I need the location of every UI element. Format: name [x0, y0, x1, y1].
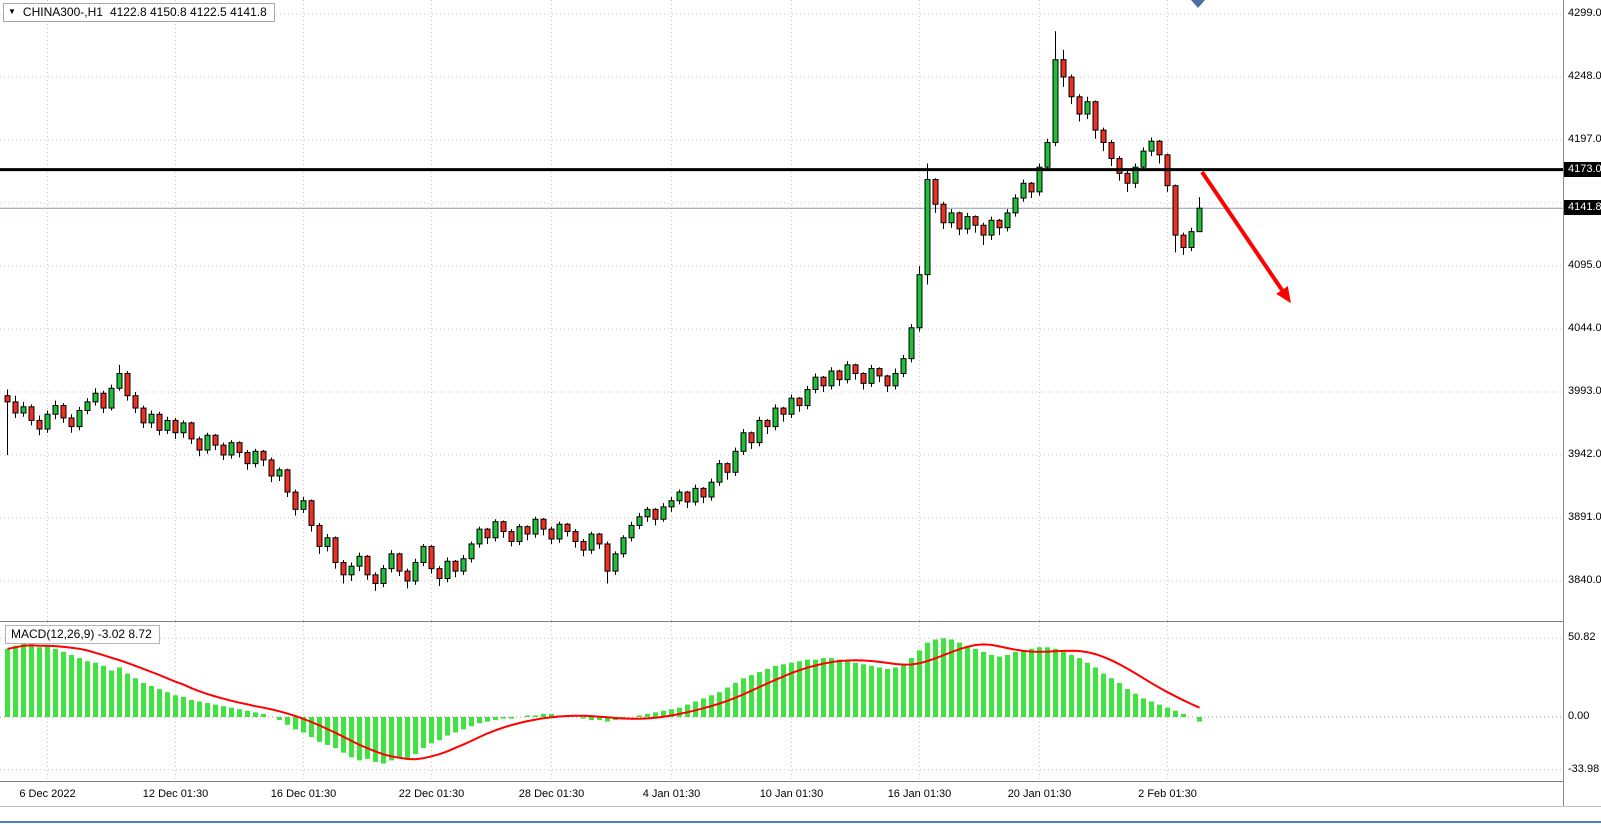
price-tick-label: 4197.0: [1568, 133, 1601, 145]
price-tick-label: 3840.0: [1568, 574, 1601, 586]
bid-price-badge: 4141.8: [1564, 200, 1601, 216]
axis-bottom-separator: [0, 806, 1601, 807]
macd-histogram: [5, 638, 1202, 764]
price-tick-label: 4044.0: [1568, 322, 1601, 334]
price-axis[interactable]: 4173.0 4141.8 4299.0 4248.0 4197.0 4095.0 40…: [1563, 0, 1601, 806]
symbol-info-box: ▼ CHINA300-,H1 4122.8 4150.8 4122.5 4141…: [3, 3, 275, 22]
symbol-ohlc-values: 4122.8 4150.8 4122.5 4141.8: [109, 5, 267, 19]
price-chart-svg[interactable]: [0, 0, 1563, 621]
time-tick-label: 16 Jan 01:30: [887, 788, 952, 800]
time-tick-label: 2 Feb 01:30: [1138, 788, 1197, 800]
expander-icon[interactable]: ▼: [8, 7, 16, 16]
down-arrow-annotation: [1200, 170, 1291, 304]
time-axis[interactable]: 6 Dec 2022 12 Dec 01:30 16 Dec 01:30 22 Dec…: [0, 782, 1601, 806]
macd-signal-line: [7, 643, 1200, 761]
macd-gridlines: [0, 622, 1563, 781]
macd-indicator-svg[interactable]: [0, 622, 1563, 781]
time-tick-label: 20 Jan 01:30: [1007, 788, 1072, 800]
price-tick-label: 3993.0: [1568, 385, 1601, 397]
price-tick-label: 4299.0: [1568, 7, 1601, 19]
price-tick-label: 3942.0: [1568, 448, 1601, 460]
macd-tick-label: 50.82: [1568, 631, 1596, 644]
time-tick-label: 16 Dec 01:30: [270, 788, 337, 800]
symbol-title: CHINA300-,H1: [22, 5, 103, 19]
candles-layer: [4, 31, 1203, 591]
price-tick-label: 3891.0: [1568, 511, 1601, 523]
pane-separator[interactable]: [0, 621, 1601, 622]
macd-tick-label: 0.00: [1568, 710, 1590, 722]
time-tick-label: 6 Dec 2022: [19, 788, 76, 800]
chart-shift-marker-icon: [1191, 0, 1205, 8]
time-tick-label: 12 Dec 01:30: [142, 788, 209, 800]
price-tick-label: 4248.0: [1568, 70, 1601, 82]
window-bottom-border: [0, 821, 1601, 823]
time-tick-label: 4 Jan 01:30: [642, 788, 701, 800]
time-tick-label: 10 Jan 01:30: [759, 788, 824, 800]
price-gridlines: [0, 0, 1563, 621]
macd-label: MACD(12,26,9) -3.02 8.72: [5, 625, 160, 644]
macd-bottom-separator: [0, 781, 1601, 782]
hline-price-badge: 4173.0: [1564, 161, 1601, 177]
time-tick-label: 22 Dec 01:30: [398, 788, 465, 800]
price-tick-label: 4095.0: [1568, 259, 1601, 271]
macd-tick-label: -33.98: [1568, 762, 1600, 775]
time-tick-label: 28 Dec 01:30: [518, 788, 585, 800]
